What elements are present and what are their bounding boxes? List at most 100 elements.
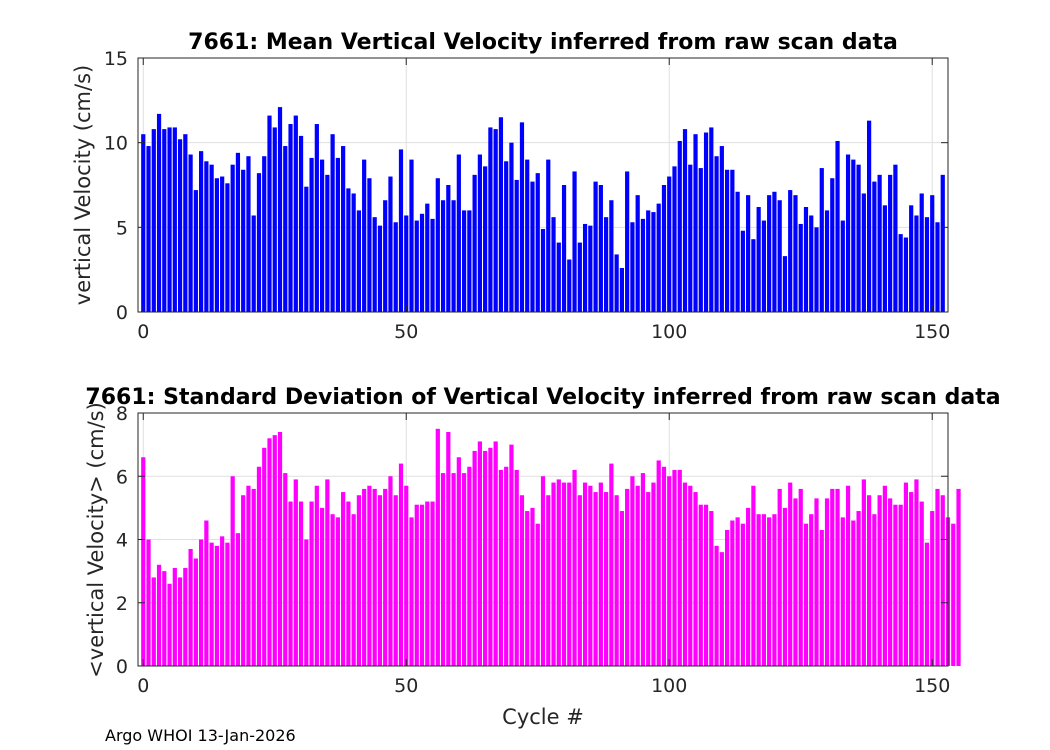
std-velocity-bar	[756, 514, 761, 666]
std-velocity-bar	[356, 495, 362, 666]
mean-velocity-bar	[646, 210, 651, 312]
std-velocity-bar	[767, 517, 772, 666]
mean-velocity-bar	[714, 156, 719, 312]
std-velocity-bar	[851, 520, 856, 666]
std-velocity-bar	[630, 476, 635, 666]
mean-velocity-bar	[283, 146, 288, 312]
mean-velocity-bar	[335, 157, 340, 312]
mean-velocity-bar	[703, 132, 709, 312]
std-velocity-bar	[335, 517, 340, 666]
mean-velocity-title: 7661: Mean Vertical Velocity inferred fr…	[188, 30, 898, 55]
std-velocity-bar	[640, 473, 646, 666]
mean-velocity-bar	[756, 207, 761, 312]
mean-velocity-bar	[356, 210, 362, 312]
std-velocity-bar	[688, 485, 693, 666]
std-velocity-bar	[809, 514, 814, 666]
mean-velocity-bar	[388, 176, 393, 312]
mean-velocity-bar	[272, 127, 277, 313]
mean-velocity-y-tick-label: 0	[116, 302, 128, 324]
mean-velocity-bar	[509, 142, 514, 312]
mean-velocity-bar	[903, 237, 909, 312]
std-velocity-bar	[141, 457, 146, 666]
std-velocity-bar	[909, 492, 914, 666]
std-velocity-y-label: <vertical Velocity> (cm/s)	[84, 402, 108, 678]
mean-velocity-bar	[241, 169, 246, 312]
mean-velocity-bar	[425, 203, 430, 312]
std-velocity-bars	[141, 428, 961, 667]
std-velocity-bar	[930, 511, 935, 666]
std-velocity-bar	[625, 488, 630, 666]
std-velocity-bar	[298, 501, 304, 666]
mean-velocity-bar	[483, 166, 488, 312]
std-velocity-bar	[709, 511, 714, 666]
mean-velocity-bar	[330, 134, 335, 312]
mean-velocity-bar	[888, 174, 893, 312]
mean-velocity-bars	[141, 107, 945, 313]
mean-velocity-bar	[614, 254, 619, 312]
mean-velocity-bar	[435, 178, 440, 312]
mean-velocity-bar	[788, 190, 793, 312]
mean-velocity-bar	[935, 222, 940, 312]
std-velocity-bar	[256, 466, 262, 666]
mean-velocity-axes-frame	[137, 57, 949, 313]
mean-velocity-bar	[682, 129, 688, 312]
mean-velocity-bar	[677, 140, 682, 312]
mean-velocity-bar	[346, 188, 351, 312]
std-velocity-bar	[151, 577, 156, 666]
mean-velocity-bar	[214, 178, 219, 312]
mean-velocity-bar	[656, 203, 661, 312]
std-velocity-bar	[146, 539, 151, 666]
std-velocity-bar	[193, 558, 198, 666]
mean-velocity-bar	[914, 215, 919, 312]
std-velocity-bar	[898, 504, 903, 666]
mean-velocity-bar	[782, 256, 788, 312]
std-velocity-bar	[462, 473, 467, 666]
mean-velocity-bar	[277, 107, 283, 312]
mean-velocity-bar	[746, 195, 751, 312]
std-velocity-bar	[283, 473, 288, 666]
std-velocity-bar	[451, 473, 456, 666]
mean-velocity-bar	[835, 140, 840, 312]
mean-velocity-bar	[582, 223, 588, 312]
std-velocity-bar	[472, 450, 477, 666]
std-velocity-bar	[788, 482, 793, 666]
std-velocity-bar	[830, 488, 835, 666]
std-velocity-bar	[888, 498, 893, 666]
mean-velocity-bar	[735, 191, 740, 312]
mean-velocity-bar	[845, 154, 851, 312]
std-velocity-bar	[740, 523, 745, 666]
mean-velocity-bar	[530, 181, 535, 312]
std-velocity-title: 7661: Standard Deviation of Vertical Vel…	[85, 385, 1000, 410]
std-velocity-bar	[567, 482, 572, 666]
mean-velocity-bar	[625, 171, 630, 312]
std-velocity-bar	[414, 504, 419, 666]
std-velocity-bar	[204, 520, 209, 666]
std-velocity-bar	[914, 479, 919, 666]
std-velocity-y-tick-label: 8	[116, 403, 128, 425]
mean-velocity-bar	[940, 174, 945, 312]
mean-velocity-bar	[456, 154, 461, 312]
std-velocity-bar	[798, 488, 803, 666]
mean-velocity-y-tick-label: 10	[104, 133, 128, 155]
std-velocity-bar	[593, 492, 598, 666]
std-velocity-bar	[214, 545, 219, 666]
mean-velocity-bar	[640, 218, 646, 312]
mean-velocity-bar	[362, 159, 367, 312]
mean-velocity-y-label: vertical Velocity (cm/s)	[71, 65, 95, 305]
mean-velocity-bar	[298, 135, 304, 312]
std-velocity-bar	[272, 435, 277, 666]
std-velocity-bar	[609, 463, 614, 666]
mean-velocity-bar	[919, 193, 924, 312]
mean-velocity-bar	[809, 215, 814, 312]
std-velocity-bar	[220, 536, 225, 666]
std-velocity-bar	[309, 501, 314, 666]
mean-velocity-bar	[840, 220, 845, 312]
mean-velocity-bar	[267, 115, 272, 312]
mean-velocity-bar	[209, 164, 214, 312]
std-velocity-bar	[803, 523, 809, 666]
std-velocity-bar	[440, 473, 446, 666]
mean-velocity-bar	[251, 215, 256, 312]
std-velocity-bar	[209, 542, 214, 666]
std-velocity-bar	[698, 504, 703, 666]
mean-velocity-bar	[856, 164, 861, 312]
